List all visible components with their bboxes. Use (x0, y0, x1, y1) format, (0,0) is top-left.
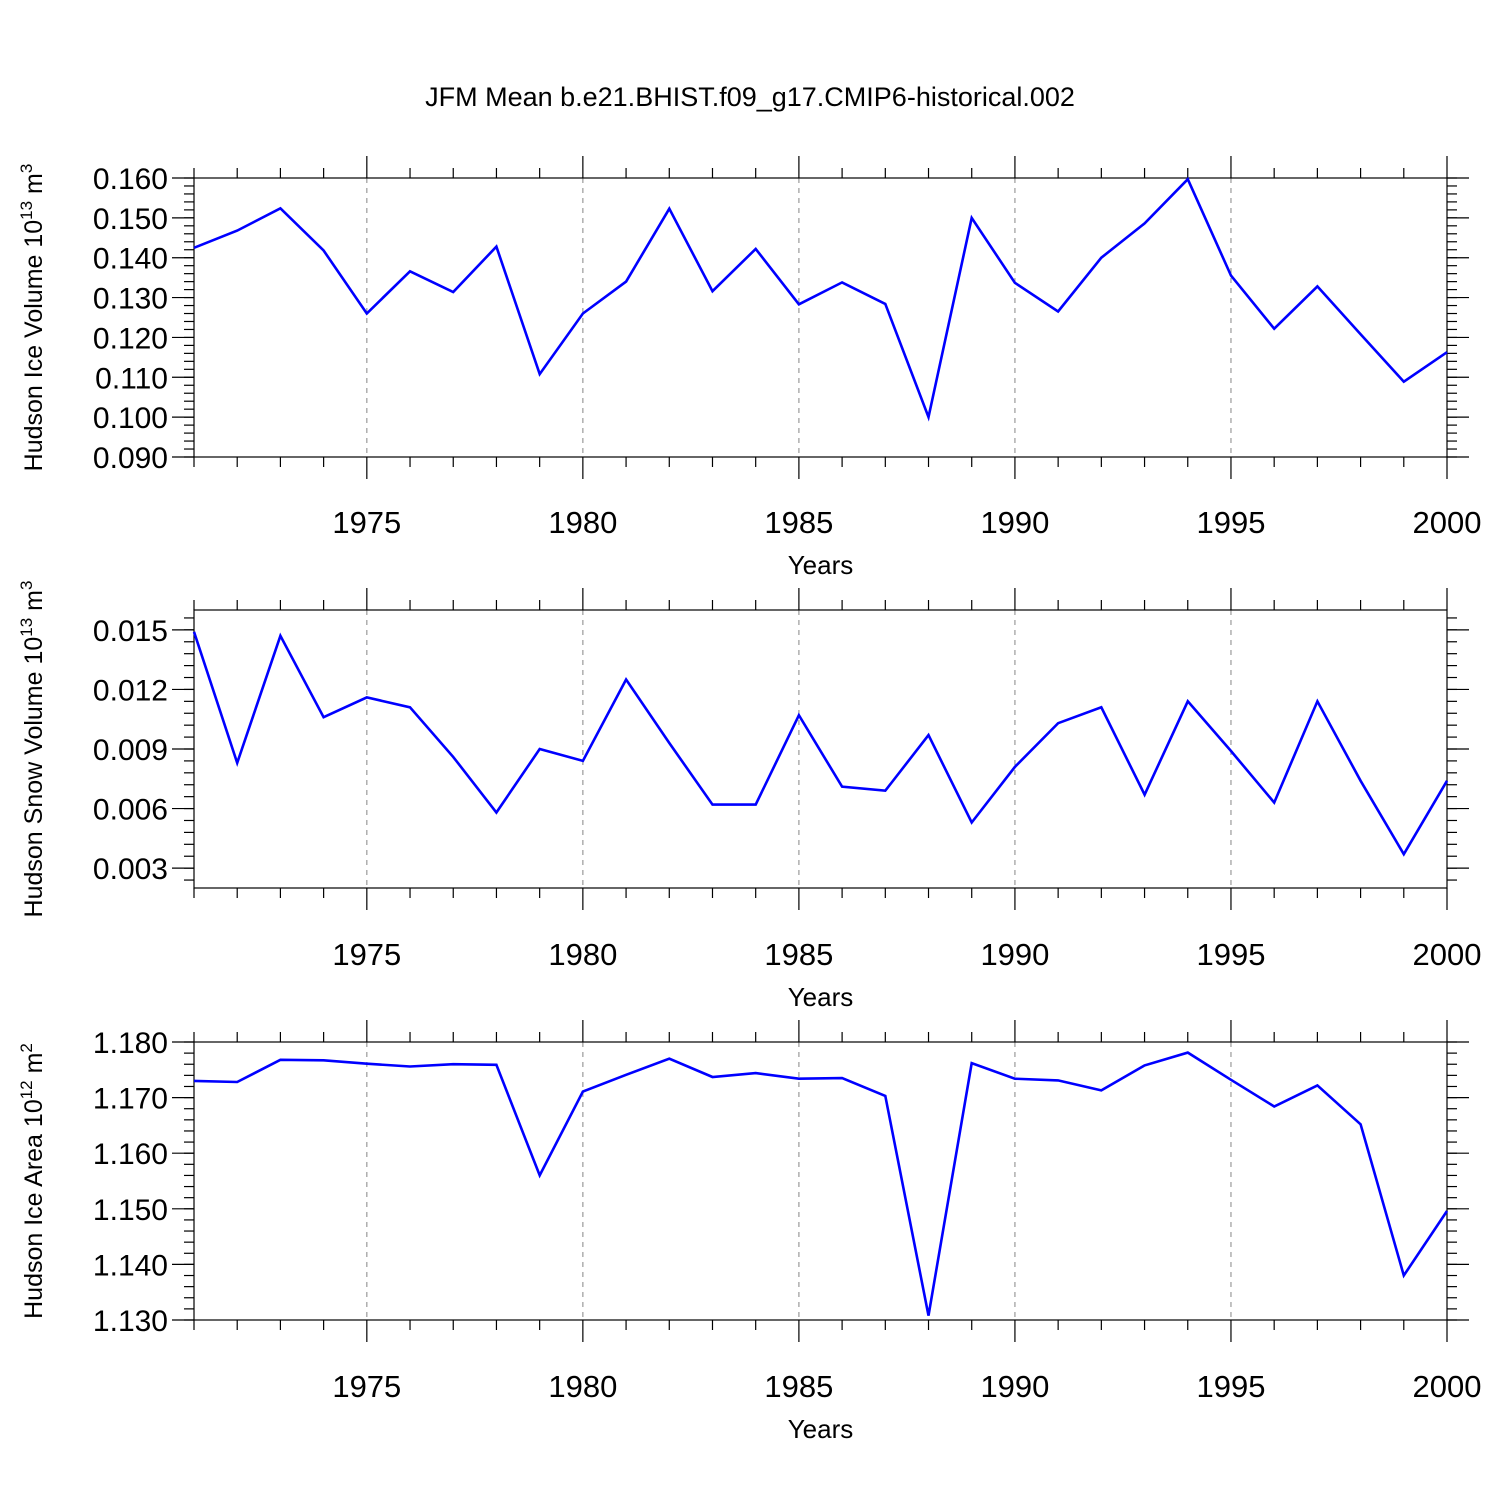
y-tick-label: 0.160 (93, 163, 168, 196)
figure-title: JFM Mean b.e21.BHIST.f09_g17.CMIP6-histo… (425, 82, 1075, 112)
x-tick-label: 2000 (1413, 937, 1482, 972)
x-tick-label: 1990 (980, 937, 1049, 972)
y-axis-label-exponent: 2 (17, 1043, 36, 1052)
y-axis-label-exponent: 3 (17, 581, 36, 590)
x-tick-label: 1985 (764, 1369, 833, 1404)
x-tick-label: 2000 (1413, 505, 1482, 540)
y-axis-label: Hudson Ice Volume 1013 m3 (17, 164, 48, 472)
y-axis-label-text: m (20, 173, 48, 201)
y-tick-label: 1.160 (93, 1138, 168, 1171)
y-axis-label: Hudson Snow Volume 1013 m3 (17, 581, 48, 918)
x-tick-label: 1980 (548, 1369, 617, 1404)
x-axis-label: Years (788, 1414, 854, 1444)
y-tick-label: 1.150 (93, 1194, 168, 1227)
y-tick-label: 0.090 (93, 442, 168, 475)
y-axis-label-text: Hudson Ice Volume 10 (20, 220, 48, 472)
y-tick-label: 1.130 (93, 1305, 168, 1338)
y-tick-label: 0.100 (93, 402, 168, 435)
y-axis-label-exponent: 13 (17, 201, 36, 220)
series-line (192, 631, 1449, 857)
x-tick-label: 1995 (1196, 1369, 1265, 1404)
x-tick-label: 1980 (548, 505, 617, 540)
y-axis-label-exponent: 3 (17, 164, 36, 173)
y-tick-label: 0.003 (93, 853, 168, 886)
chart-panel: 0.003 0.006 0.009 0.012 0.015 1975 1980 1985 199… (17, 581, 1481, 1012)
x-tick-label: 1980 (548, 937, 617, 972)
x-tick-label: 1995 (1196, 505, 1265, 540)
x-tick-label: 1995 (1196, 937, 1265, 972)
x-tick-label: 1975 (332, 505, 401, 540)
x-tick-label: 1985 (764, 505, 833, 540)
series-line (193, 1051, 1449, 1316)
y-axis-label-text: Hudson Snow Volume 10 (20, 637, 48, 918)
y-tick-label: 0.006 (93, 794, 168, 827)
y-axis-label-text: Hudson Ice Area 10 (20, 1099, 48, 1319)
x-tick-label: 1975 (332, 937, 401, 972)
y-tick-label: 1.180 (93, 1027, 168, 1060)
y-axis-label-exponent: 13 (17, 618, 36, 637)
x-tick-label: 1990 (980, 505, 1049, 540)
x-tick-label: 1975 (332, 1369, 401, 1404)
x-tick-label: 1985 (764, 937, 833, 972)
series-line (193, 176, 1448, 422)
y-axis-label-text: m (20, 1053, 48, 1081)
x-tick-label: 1990 (980, 1369, 1049, 1404)
x-axis-label: Years (788, 550, 854, 580)
y-tick-label: 0.130 (93, 283, 168, 316)
y-axis-label: Hudson Ice Area 1012 m2 (17, 1043, 48, 1319)
chart-panel: 1.130 1.140 1.150 1.160 1.170 1.180 1975 1980 19… (17, 1020, 1481, 1444)
chart-panels: 0.090 0.100 0.110 0.120 0.130 0.140 0.150 0.160… (17, 156, 1481, 1444)
y-tick-label: 0.110 (95, 362, 168, 395)
y-tick-label: 0.015 (93, 615, 168, 648)
y-tick-label: 0.150 (93, 203, 168, 236)
y-tick-label: 1.170 (93, 1083, 168, 1116)
y-tick-label: 0.120 (93, 322, 168, 355)
y-tick-label: 0.012 (93, 674, 168, 707)
y-tick-label: 1.140 (93, 1249, 168, 1282)
x-axis-label: Years (788, 982, 854, 1012)
plot-frame (193, 177, 1448, 458)
y-axis-label-exponent: 12 (17, 1080, 36, 1099)
chart-panel: 0.090 0.100 0.110 0.120 0.130 0.140 0.150 0.160… (17, 156, 1481, 580)
y-axis-label-text: m (20, 590, 48, 618)
y-tick-label: 0.009 (93, 734, 168, 767)
x-tick-label: 2000 (1413, 1369, 1482, 1404)
y-tick-label: 0.140 (93, 243, 168, 276)
plot-frame (193, 1041, 1448, 1321)
